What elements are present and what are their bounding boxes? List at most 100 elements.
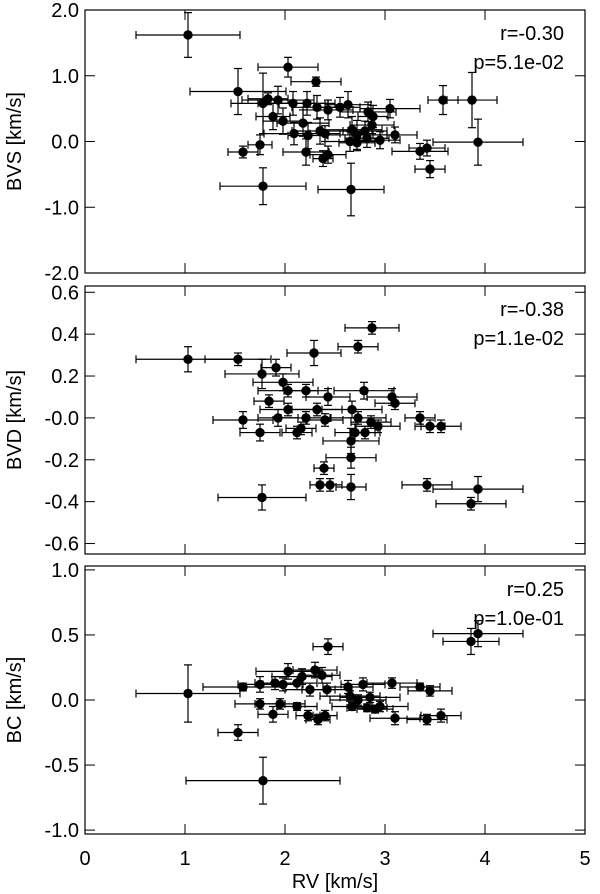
data-point — [347, 404, 357, 415]
data-point — [183, 354, 193, 364]
data-point — [238, 682, 248, 692]
data-point — [365, 692, 375, 703]
data-point — [292, 678, 302, 688]
y-tick-label: 0.2 — [51, 366, 79, 388]
data-point — [473, 628, 483, 639]
data-point — [422, 143, 432, 153]
data-point — [346, 184, 356, 195]
data-point — [301, 147, 311, 157]
data-point — [370, 704, 380, 714]
data-point — [255, 427, 265, 438]
data-point — [183, 30, 193, 40]
data-point — [375, 135, 385, 145]
y-tick-label: -2.0 — [45, 263, 79, 285]
y-tick-label: -0.2 — [45, 450, 79, 472]
data-point — [425, 686, 435, 696]
y-tick-label: -0.6 — [45, 534, 79, 556]
data-point — [362, 133, 372, 143]
y-axis-label: BVS [km/s] — [4, 92, 26, 191]
data-point — [466, 636, 476, 647]
data-point — [273, 413, 283, 423]
data-point — [436, 710, 446, 721]
data-point — [360, 427, 370, 438]
data-point — [233, 727, 243, 738]
data-point — [390, 713, 400, 723]
data-point — [390, 130, 400, 140]
data-point — [313, 714, 323, 725]
data-point — [292, 701, 302, 712]
x-tick-label: 2 — [279, 848, 290, 870]
y-axis-label: BC [km/s] — [4, 657, 26, 744]
panel-bc: 0 1 2 3 4 5 -1.0 -0.5 0.0 0.5 1.0 BC [km/s] RV [km/s… — [4, 560, 591, 893]
data-point — [319, 463, 329, 473]
plot-frame — [84, 285, 586, 555]
y-tick-label: -0.5 — [45, 755, 79, 777]
x-tick-label: 1 — [179, 848, 190, 870]
data-point — [323, 149, 333, 160]
data-point — [367, 323, 377, 333]
y-tick-label: 1.0 — [51, 560, 79, 582]
data-point — [323, 641, 333, 652]
data-point — [346, 436, 356, 446]
data-point — [233, 354, 243, 364]
correlation-r-label: r=-0.30 — [500, 23, 564, 45]
y-tick-label: 0.5 — [51, 625, 79, 647]
data-point — [309, 348, 319, 358]
data-point — [422, 480, 432, 490]
data-point — [353, 342, 363, 352]
correlation-r-label: r=-0.38 — [500, 299, 564, 321]
data-point — [283, 62, 293, 72]
x-tick-label: 4 — [479, 848, 490, 870]
data-point — [387, 678, 397, 688]
data-point — [325, 480, 335, 490]
data-point — [311, 76, 321, 87]
data-point — [343, 99, 353, 110]
data-point — [366, 417, 376, 427]
data-point — [347, 701, 357, 712]
data-point — [233, 86, 243, 97]
data-point — [255, 140, 265, 150]
data-point — [422, 714, 432, 725]
data-point — [323, 392, 333, 402]
data-point — [358, 679, 368, 690]
correlation-p-label: p=1.1e-02 — [473, 328, 564, 350]
data-point — [367, 120, 377, 130]
data-point — [263, 94, 273, 104]
data-point — [258, 775, 268, 786]
data-point — [343, 682, 353, 692]
data-point — [257, 492, 267, 503]
data-point — [183, 688, 193, 699]
data-point — [257, 369, 267, 379]
data-point — [289, 128, 299, 139]
data-point — [278, 116, 288, 126]
panel-bvd: -0.6 -0.4 -0.2 -0.0 0.2 0.4 0.6 BVD [km/s] r=-0.… — [4, 282, 586, 556]
x-tick-label: 5 — [579, 848, 590, 870]
data-point — [415, 413, 425, 423]
correlation-r-label: r=0.25 — [507, 579, 564, 601]
y-tick-label: -0.4 — [45, 492, 79, 514]
x-axis-label: RV [km/s] — [292, 871, 378, 893]
data-point — [346, 452, 356, 463]
data-point — [415, 146, 425, 157]
data-point — [271, 362, 281, 373]
data-point — [255, 679, 265, 690]
data-point — [473, 137, 483, 147]
data-point — [385, 103, 395, 114]
data-point — [296, 423, 306, 434]
data-point — [320, 710, 330, 721]
data-point — [310, 665, 320, 675]
data-point — [317, 670, 327, 680]
correlation-p-label: p=1.0e-01 — [473, 608, 564, 630]
y-tick-label: -1.0 — [45, 197, 79, 219]
data-point — [359, 385, 369, 396]
panel-bvs: -2.0 -1.0 0.0 1.0 2.0 BVS [km/s] r=-0.30 p=5.1e… — [4, 0, 586, 285]
y-tick-label: 0.0 — [51, 690, 79, 712]
y-tick-label: 1.0 — [51, 66, 79, 88]
x-tick-label: 3 — [379, 848, 390, 870]
data-point — [438, 95, 448, 105]
data-point — [278, 377, 288, 388]
data-point — [268, 709, 278, 720]
data-point — [238, 415, 248, 425]
data-point — [301, 385, 311, 396]
data-point — [283, 404, 293, 415]
